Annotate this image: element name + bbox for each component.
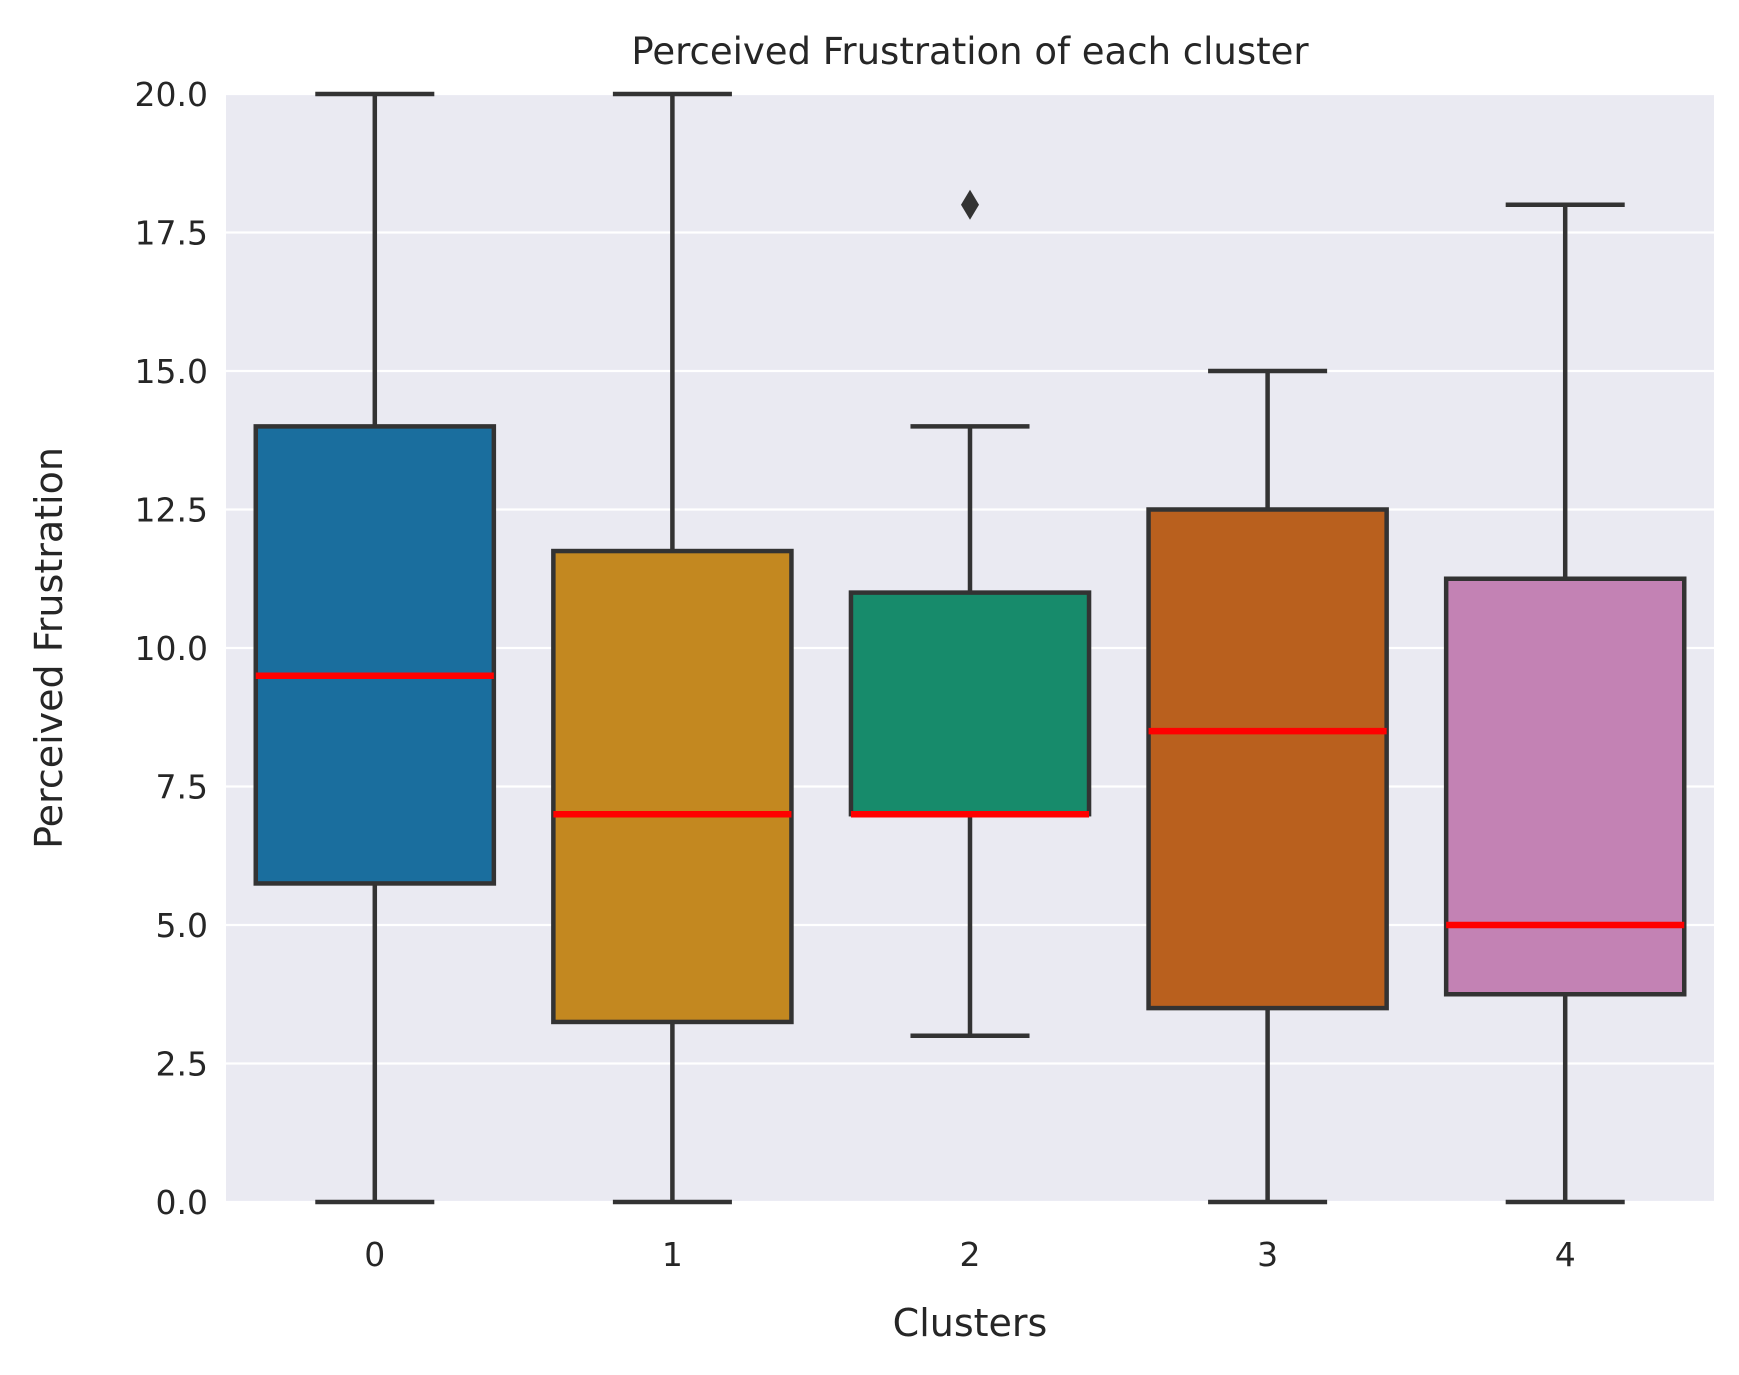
y-tick-label: 15.0: [135, 352, 208, 391]
x-tick-label: 2: [960, 1235, 981, 1274]
x-tick-label: 3: [1257, 1235, 1278, 1274]
y-tick-label: 17.5: [135, 214, 208, 253]
y-tick-label: 5.0: [156, 906, 208, 945]
y-tick-label: 20.0: [135, 75, 208, 114]
y-tick-label: 0.0: [156, 1183, 208, 1222]
y-tick-label: 10.0: [135, 629, 208, 668]
y-tick-label: 7.5: [156, 768, 208, 807]
box-group-1: [551, 91, 794, 1205]
x-axis-title: Clusters: [893, 1301, 1048, 1345]
box: [848, 590, 1092, 817]
x-tick-labels: 0 1 2 3 4: [364, 1235, 1575, 1274]
x-tick-label: 0: [364, 1235, 385, 1274]
outlier-marker: [961, 189, 979, 220]
box: [551, 548, 794, 1025]
y-tick-label: 12.5: [135, 491, 208, 530]
y-tick-label: 2.5: [156, 1045, 208, 1084]
box: [1146, 507, 1389, 1011]
x-tick-label: 1: [662, 1235, 683, 1274]
x-tick-label: 4: [1555, 1235, 1576, 1274]
box-group-0: [253, 91, 497, 1205]
box: [1443, 576, 1687, 997]
chart-title: Perceived Frustration of each cluster: [631, 30, 1309, 73]
y-axis-title: Perceived Frustration: [27, 447, 71, 849]
y-tick-labels: 0.0 2.5 5.0 7.5 10.0 12.5 15.0 17.5 20.0: [135, 75, 208, 1222]
box-group-3: [1146, 368, 1389, 1205]
boxes: [253, 91, 1687, 1205]
box-group-4: [1443, 202, 1687, 1205]
box: [253, 424, 497, 886]
box-group-2: [848, 189, 1092, 1039]
